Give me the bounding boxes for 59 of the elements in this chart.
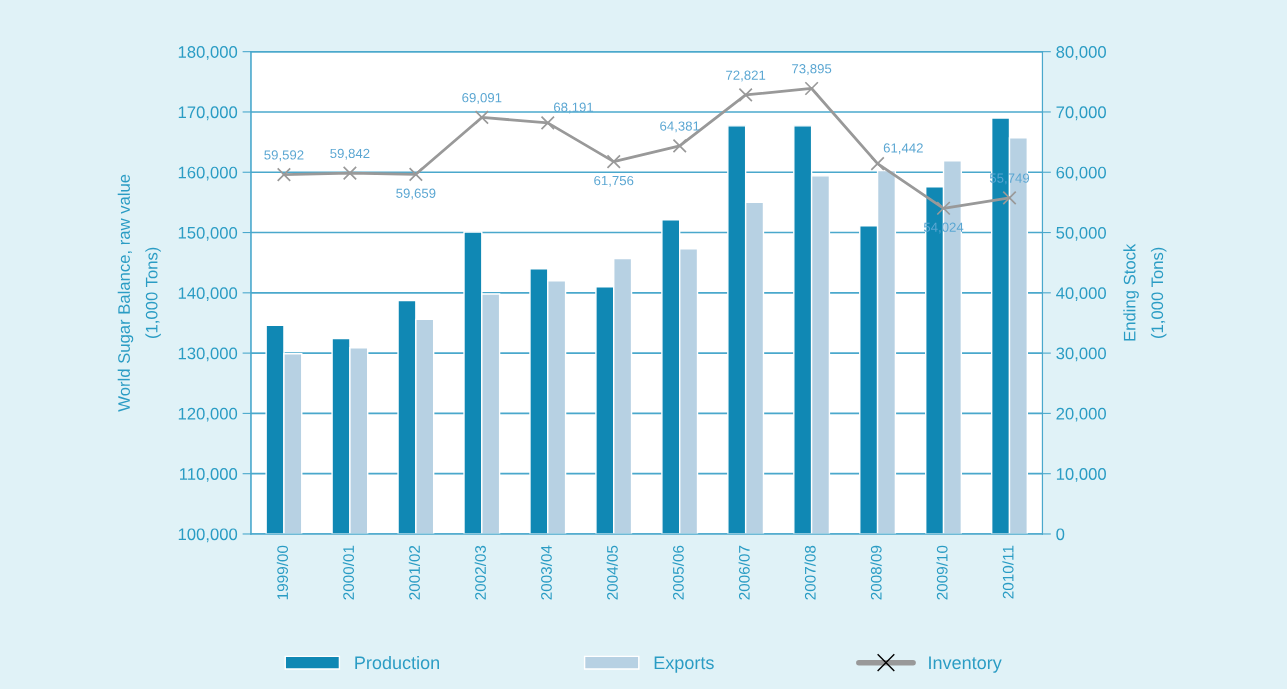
point xyxy=(342,166,357,181)
y2-tick-label: 40,000 xyxy=(1056,287,1106,301)
y2-tick-label: 20,000 xyxy=(1056,407,1106,422)
point xyxy=(408,167,423,182)
y2-axis-title: Ending Stock (1,000 Tons) xyxy=(1123,243,1167,341)
y-axis-title: World Sugar Balance, raw value (1,000 Tons) xyxy=(117,174,161,412)
data-label: 59,842 xyxy=(330,148,370,160)
y2-tick-label: 70,000 xyxy=(1056,106,1106,121)
x-tick-label: 2010/11 xyxy=(1002,545,1014,599)
data-label: 59,592 xyxy=(264,150,304,162)
point xyxy=(276,167,292,182)
y-tick-label: 110,000 xyxy=(180,468,238,482)
point xyxy=(870,156,885,171)
x-tick-label: 1999/00 xyxy=(276,545,289,600)
x-tick-label: 2009/10 xyxy=(936,545,948,600)
legend-label: Exports xyxy=(654,656,714,673)
y2-tick-label: 60,000 xyxy=(1056,166,1106,181)
point xyxy=(1002,190,1017,205)
y-tick-label: 170,000 xyxy=(178,106,238,121)
y-tick-label: 100,000 xyxy=(178,528,238,543)
point xyxy=(606,154,621,169)
data-label: 72,821 xyxy=(726,70,766,82)
y-tick-label: 150,000 xyxy=(178,226,238,241)
x-tick-label: 2008/09 xyxy=(870,545,882,600)
data-label: 68,191 xyxy=(554,102,594,114)
x-tick-label: 2005/06 xyxy=(672,545,684,600)
x-tick-label: 2000/01 xyxy=(342,545,354,600)
x-tick-label: 2003/04 xyxy=(540,545,552,600)
x-tick-label: 2001/02 xyxy=(408,545,420,600)
point xyxy=(738,87,753,103)
y-tick-label: 160,000 xyxy=(178,166,238,181)
data-label: 55,749 xyxy=(989,173,1030,185)
y-tick-label: 180,000 xyxy=(178,46,238,60)
y2-tick-label: 50,000 xyxy=(1056,226,1106,241)
data-label: 61,756 xyxy=(594,175,634,187)
x-tick-label: 2006/07 xyxy=(738,545,750,600)
y2-tick-label: 10,000 xyxy=(1056,468,1106,482)
y-tick-label: 120,000 xyxy=(178,407,238,422)
data-label: 73,895 xyxy=(792,64,832,75)
point xyxy=(804,81,819,96)
data-label: 61,442 xyxy=(883,143,923,155)
legend-label: Inventory xyxy=(929,656,1002,673)
y2-tick-label: 30,000 xyxy=(1056,347,1106,362)
point xyxy=(474,110,489,125)
data-label: 59,659 xyxy=(396,188,436,200)
x-tick-label: 2007/08 xyxy=(804,545,816,600)
y2-tick-label: 0 xyxy=(1056,528,1065,541)
data-label: 54,024 xyxy=(923,222,964,234)
point xyxy=(672,138,687,153)
y-tick-label: 140,000 xyxy=(178,287,238,301)
x-tick-label: 2004/05 xyxy=(606,545,618,600)
point xyxy=(936,201,951,216)
point xyxy=(540,115,555,130)
data-label: 69,091 xyxy=(462,92,502,104)
legend-label: Production xyxy=(355,655,440,670)
y2-tick-label: 80,000 xyxy=(1056,46,1106,60)
data-label: 64,381 xyxy=(660,121,700,133)
x-tick-label: 2002/03 xyxy=(474,545,486,600)
y-tick-label: 130,000 xyxy=(178,347,238,362)
